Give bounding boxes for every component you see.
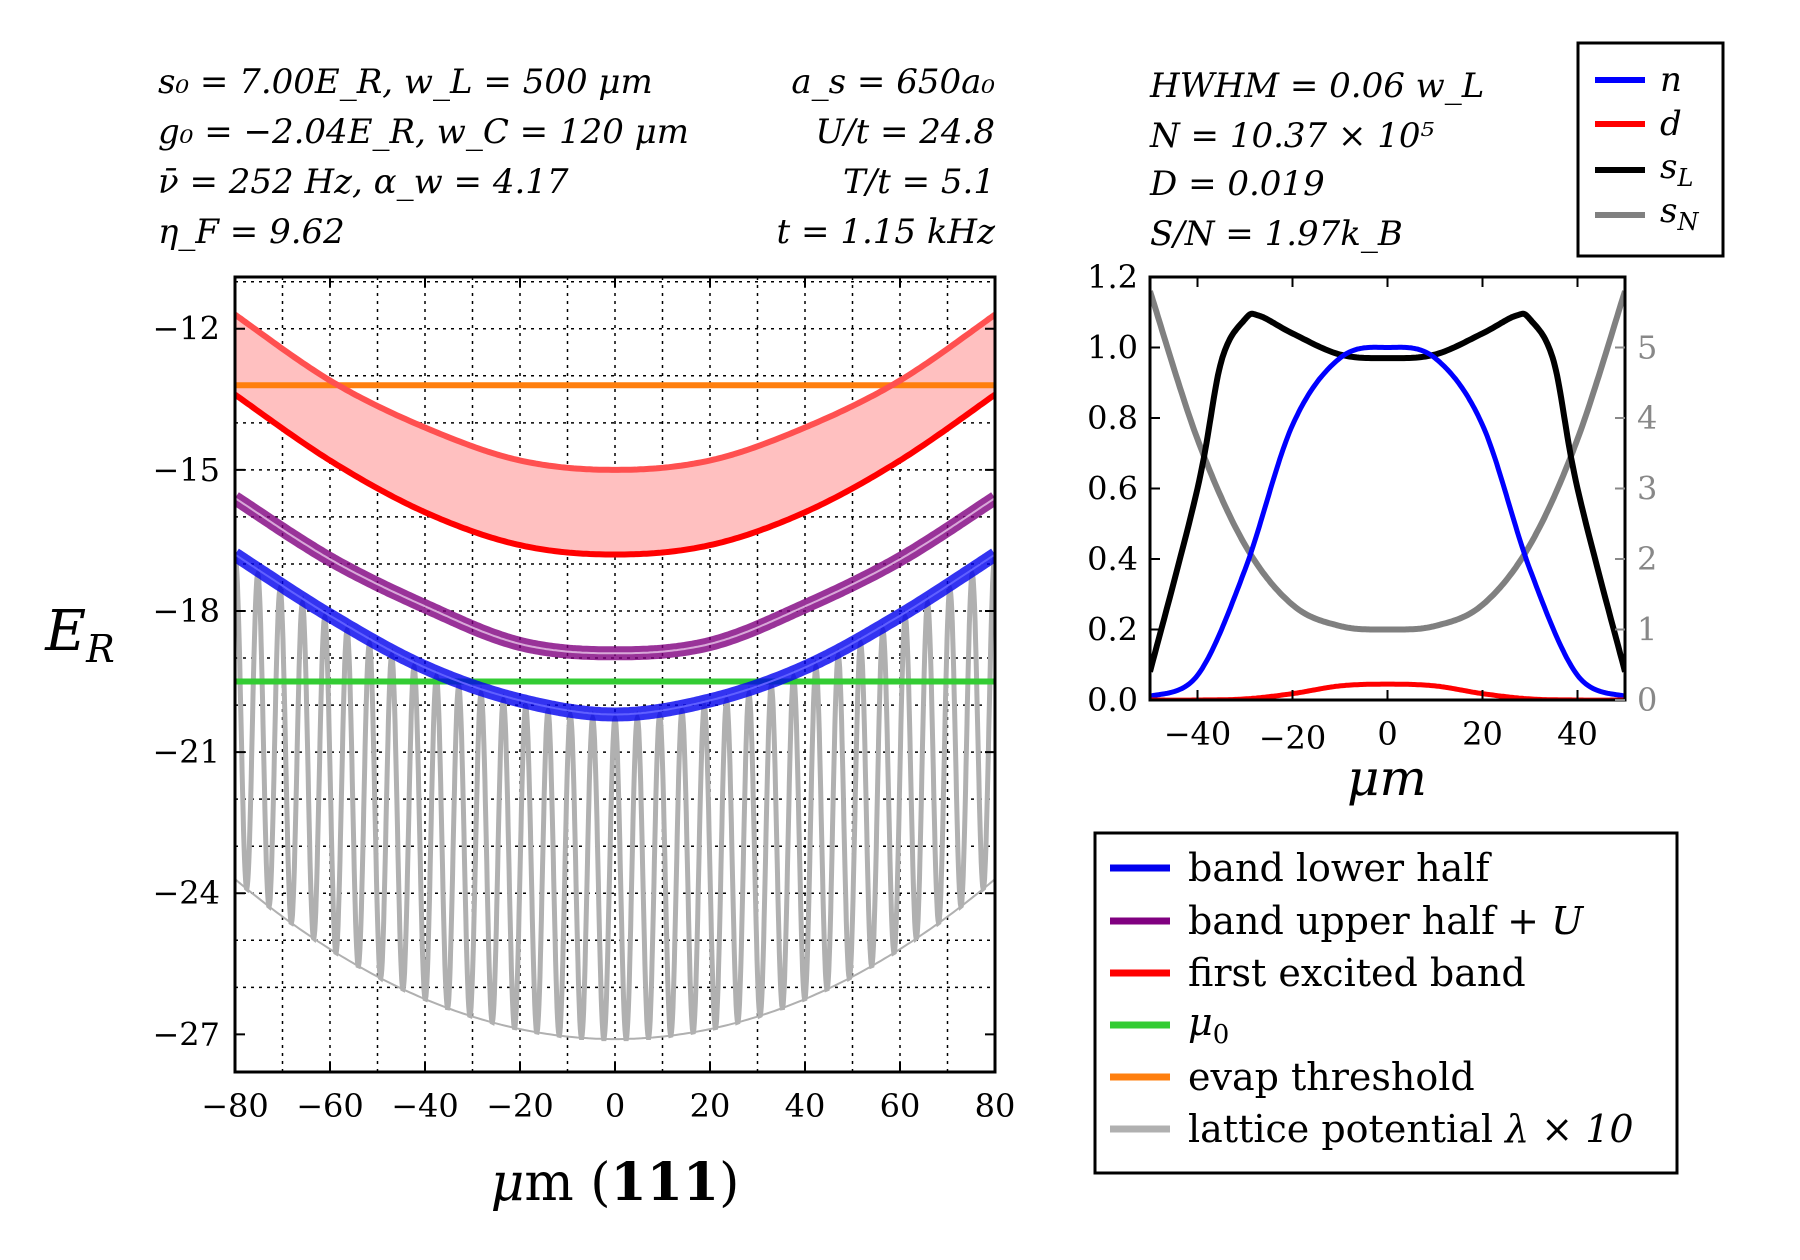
left-xtick-label: 20 <box>690 1087 731 1125</box>
right-y2tick-label: 3 <box>1637 470 1657 508</box>
left-xtick-label: −40 <box>391 1087 459 1125</box>
right-ytick-label: 0.6 <box>1087 470 1138 508</box>
param-hwhm: HWHM = 0.06 w_L <box>1149 66 1484 106</box>
excited-band-fill <box>235 314 995 555</box>
right-ytick-label: 0.2 <box>1087 611 1138 649</box>
left-xtick-label: 80 <box>975 1087 1016 1125</box>
right-parameters: HWHM = 0.06 w_L N = 10.37 × 10⁵ D = 0.01… <box>1149 66 1484 254</box>
legend-label-sN: sN <box>1660 191 1699 236</box>
left-ytick-label: −18 <box>152 592 220 630</box>
legend-label-lattice-main: lattice potential <box>1188 1107 1505 1151</box>
right-chart: −40 −20 0 20 40 0.0 0.2 0.4 0.6 0.8 1.0 1.2 0 1 2 3 4 5 μ… <box>1087 258 1657 807</box>
left-xlabel-close: ) <box>719 1153 739 1213</box>
left-ytick-label: −15 <box>152 451 220 489</box>
param-nu-alpha: ν̄ = 252 Hz, α_w = 4.17 <box>158 162 569 202</box>
right-y2tick-label: 4 <box>1637 399 1657 437</box>
legend-label-band-upper: band upper half + U <box>1188 899 1585 943</box>
right-chart-frame <box>1148 275 1627 702</box>
left-ytick-label: −12 <box>152 310 220 348</box>
right-xtick-label: 20 <box>1462 715 1503 753</box>
legend-label-mu0-main: μ <box>1188 1000 1213 1044</box>
left-chart-ticks: −80 −60 −40 −20 0 20 40 60 80 −12 −15 −18 −21 −24 −27 <box>152 277 1015 1125</box>
legend-label-d: d <box>1660 104 1682 144</box>
right-xtick-label: −20 <box>1259 719 1327 757</box>
sN-line <box>1150 290 1625 633</box>
param-D: D = 0.019 <box>1149 164 1325 204</box>
right-y2tick-label: 2 <box>1637 540 1657 578</box>
left-parameters: s₀ = 7.00E_R, w_L = 500 μm g₀ = −2.04E_R… <box>158 62 996 252</box>
left-xlabel-mu: μ <box>491 1153 525 1213</box>
left-xtick-label: −20 <box>486 1087 554 1125</box>
param-t: t = 1.15 kHz <box>777 212 997 252</box>
left-chart: −80 −60 −40 −20 0 20 40 60 80−12−15−18−21−24−27 … <box>44 275 1015 1213</box>
right-chart-series <box>1150 290 1625 700</box>
left-ytick-label: −24 <box>152 874 220 912</box>
excited-band-upper-line <box>235 312 995 473</box>
right-legend: n d sL sN <box>1576 41 1725 258</box>
left-ylabel-main: E <box>44 599 86 664</box>
left-xtick-label: 40 <box>785 1087 826 1125</box>
legend-label-mu0-sub: 0 <box>1213 1020 1230 1050</box>
param-Tt: T/t = 5.1 <box>843 162 995 202</box>
right-ytick-label: 0.0 <box>1087 681 1138 719</box>
legend-label-excited: first excited band <box>1188 951 1526 995</box>
right-xtick-label: 40 <box>1557 715 1598 753</box>
right-y2tick-label: 5 <box>1637 329 1657 367</box>
legend-label-n: n <box>1660 60 1682 100</box>
param-s0-wL: s₀ = 7.00E_R, w_L = 500 μm <box>158 62 653 102</box>
param-g0-wC: g₀ = −2.04E_R, w_C = 120 μm <box>158 112 689 152</box>
param-as: a_s = 650a₀ <box>791 62 995 102</box>
left-xtick-label: 60 <box>880 1087 921 1125</box>
param-etaF: η_F = 9.62 <box>158 212 345 252</box>
left-xlabel-index: 111 <box>611 1152 720 1213</box>
left-legend-box <box>1093 831 1679 1175</box>
legend-label-lattice: lattice potential λ × 10 <box>1188 1107 1634 1151</box>
right-ytick-label: 0.8 <box>1087 399 1138 437</box>
legend-label-band-upper-main: band upper half + <box>1188 899 1551 943</box>
right-xtick-label: −40 <box>1164 715 1232 753</box>
legend-label-band-lower: band lower half <box>1188 846 1492 890</box>
left-xlabel-unit: m ( <box>524 1153 610 1213</box>
right-y2tick-label: 0 <box>1637 681 1657 719</box>
legend-label-sL: sL <box>1660 147 1693 192</box>
left-chart-ylabel: ER <box>44 599 115 671</box>
band-upper-half-highlight <box>235 497 995 655</box>
left-ytick-label: −21 <box>152 733 220 771</box>
param-N: N = 10.37 × 10⁵ <box>1149 116 1435 156</box>
right-ytick-label: 0.4 <box>1087 540 1138 578</box>
right-xtick-label: 0 <box>1377 715 1397 753</box>
left-ytick-label: −27 <box>152 1015 220 1053</box>
right-chart-xlabel: μm <box>1347 749 1427 807</box>
lattice-envelope-line <box>235 878 995 1041</box>
left-ylabel-sub: R <box>85 627 115 671</box>
sL-line <box>1150 310 1625 673</box>
band-lower-half-highlight <box>235 553 995 716</box>
legend-label-lattice-math: λ × 10 <box>1503 1107 1633 1151</box>
legend-label-sL-sub: L <box>1676 164 1693 192</box>
legend-label-sL-main: s <box>1660 147 1677 187</box>
right-ytick-label: 1.2 <box>1087 258 1138 296</box>
n-line <box>1150 344 1625 699</box>
param-Ut: U/t = 24.8 <box>815 112 995 152</box>
legend-label-band-upper-U: U <box>1551 899 1585 943</box>
left-xtick-label: 0 <box>605 1087 625 1125</box>
right-y2tick-label: 1 <box>1637 611 1657 649</box>
legend-label-sN-main: s <box>1660 191 1677 231</box>
left-xtick-label: −80 <box>201 1087 269 1125</box>
left-chart-series <box>235 312 995 1042</box>
left-xtick-label: −60 <box>296 1087 364 1125</box>
param-SN: S/N = 1.97k_B <box>1150 214 1403 254</box>
excited-band-lower-line <box>235 392 995 558</box>
right-chart-ticks: −40 −20 0 20 40 0.0 0.2 0.4 0.6 0.8 1.0 1.2 0 1 2 3 4 5 <box>1087 258 1657 757</box>
legend-label-sN-sub: N <box>1676 208 1699 236</box>
left-chart-xlabel: μm (111) <box>491 1152 740 1213</box>
left-legend: band lower half band upper half + U firs… <box>1093 831 1679 1175</box>
legend-label-evap: evap threshold <box>1188 1055 1475 1099</box>
right-ytick-label: 1.0 <box>1087 329 1138 367</box>
right-legend-box <box>1576 41 1725 258</box>
legend-label-mu0: μ0 <box>1188 1000 1229 1050</box>
